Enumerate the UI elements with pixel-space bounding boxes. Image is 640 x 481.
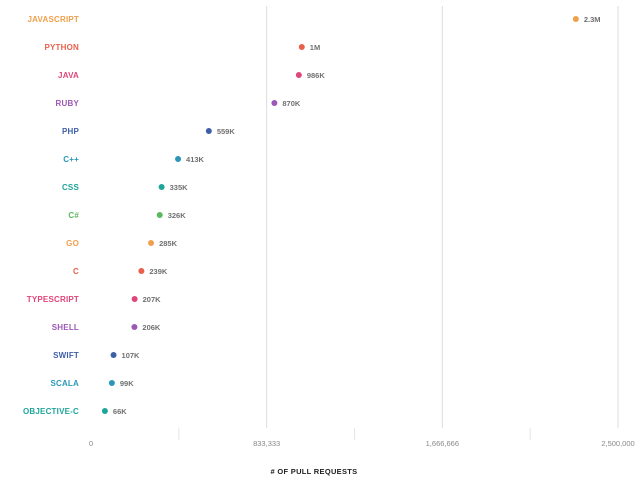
value-label: 413K <box>186 155 205 164</box>
value-label: 326K <box>168 211 187 220</box>
value-label: 986K <box>307 71 326 80</box>
lang-row: JAVA 986K <box>58 71 325 80</box>
lollipop-dot <box>101 408 108 414</box>
value-label: 559K <box>217 127 236 136</box>
value-label: 335K <box>170 183 189 192</box>
lollipop-dot <box>271 100 278 106</box>
lang-row: TYPESCRIPT 207K <box>27 295 161 304</box>
lollipop-dot <box>148 240 155 246</box>
lang-row: PHP 559K <box>62 127 235 136</box>
lollipop-dot <box>131 296 138 302</box>
x-axis-label: # OF PULL REQUESTS <box>271 467 358 476</box>
lollipop-dot <box>158 184 165 190</box>
language-label: JAVASCRIPT <box>28 15 80 24</box>
lollipop-dot <box>298 44 305 50</box>
value-label: 107K <box>122 351 141 360</box>
value-label: 2.3M <box>584 15 601 24</box>
value-label: 1M <box>310 43 320 52</box>
lang-row: SCALA 99K <box>50 379 134 388</box>
lollipop-dot <box>572 16 579 22</box>
value-label: 66K <box>113 407 127 416</box>
lollipop-dot <box>138 268 145 274</box>
x-tick-label: 2,500,000 <box>601 439 634 448</box>
value-label: 206K <box>142 323 161 332</box>
lang-row: OBJECTIVE-C 66K <box>23 407 127 416</box>
value-label: 239K <box>149 267 168 276</box>
lang-row: SWIFT 107K <box>53 351 140 360</box>
x-tick-label: 0 <box>89 439 93 448</box>
x-tick-label: 1,666,666 <box>426 439 459 448</box>
value-label: 207K <box>143 295 162 304</box>
x-tick-label: 833,333 <box>253 439 280 448</box>
value-label: 285K <box>159 239 178 248</box>
grid-lines <box>178 6 619 440</box>
language-label: JAVA <box>58 71 79 80</box>
lang-row: JAVASCRIPT 2.3M <box>28 15 601 24</box>
language-label: SHELL <box>52 323 79 332</box>
value-label: 99K <box>120 379 134 388</box>
language-label: SCALA <box>50 379 79 388</box>
language-label: RUBY <box>56 99 80 108</box>
lang-row: SHELL 206K <box>52 323 161 332</box>
x-axis-ticks: 0 833,333 1,666,666 2,500,000 <box>89 439 635 448</box>
chart-rows: JAVASCRIPT 2.3M PYTHON 1M JAVA 986K RUBY 870K PH… <box>23 15 601 416</box>
language-label: CSS <box>62 183 80 192</box>
value-label: 870K <box>282 99 301 108</box>
lang-row: C 239K <box>73 267 168 276</box>
language-label: GO <box>66 239 79 248</box>
lollipop-dot <box>295 72 302 78</box>
language-label: C# <box>68 211 79 220</box>
lollipop-dot <box>131 324 138 330</box>
lang-row: RUBY 870K <box>56 99 301 108</box>
lollipop-dot <box>175 156 182 162</box>
language-label: PHP <box>62 127 80 136</box>
lang-row: PYTHON 1M <box>44 43 320 52</box>
lang-row: C++ 413K <box>63 155 204 164</box>
lollipop-dot <box>156 212 163 218</box>
language-label: C++ <box>63 155 79 164</box>
lollipop-dot <box>110 352 117 358</box>
lollipop-dot <box>205 128 212 134</box>
language-label: OBJECTIVE-C <box>23 407 79 416</box>
language-label: SWIFT <box>53 351 79 360</box>
lollipop-dot <box>108 380 115 386</box>
lang-row: GO 285K <box>66 239 177 248</box>
language-label: C <box>73 267 79 276</box>
language-label: TYPESCRIPT <box>27 295 79 304</box>
lang-row: C# 326K <box>68 211 186 220</box>
lang-row: CSS 335K <box>62 183 188 192</box>
language-label: PYTHON <box>44 43 79 52</box>
